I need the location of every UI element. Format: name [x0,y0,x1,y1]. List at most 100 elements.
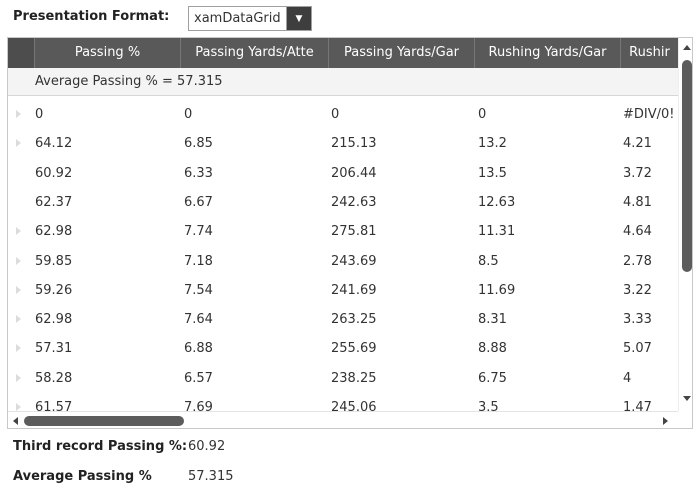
column-header-rushing[interactable]: Rushir [620,38,678,68]
arrow-up-icon[interactable] [683,45,691,50]
table-cell[interactable]: 61.57 [35,400,73,411]
data-grid: Passing % Passing Yards/Atte Passing Yar… [7,37,693,429]
table-cell[interactable]: 3.72 [623,165,652,181]
table-cell[interactable]: 3.33 [623,312,652,328]
table-cell[interactable]: 7.54 [184,282,213,298]
table-row[interactable]: 57.31 6.88 255.69 8.88 5.07 [8,335,678,364]
table-row[interactable]: 64.12 6.85 215.13 13.2 4.21 [8,130,678,159]
row-indicator-icon [16,227,21,236]
toolbar: Presentation Format: xamDataGrid ▼ [0,0,700,38]
table-cell[interactable]: 6.67 [184,194,213,210]
column-header-row: Passing % Passing Yards/Atte Passing Yar… [8,38,692,68]
arrow-left-icon[interactable] [13,417,18,425]
table-cell[interactable]: 5.07 [623,341,652,357]
table-cell[interactable]: 243.69 [331,253,377,269]
vertical-scrollbar[interactable] [678,38,692,411]
average-passing-label: Average Passing % [13,469,152,484]
table-cell[interactable]: 242.63 [331,194,377,210]
horizontal-scrollbar[interactable] [8,411,678,428]
table-cell[interactable]: 64.12 [35,136,73,152]
table-cell[interactable]: 241.69 [331,282,377,298]
table-cell[interactable]: 2.78 [623,253,652,269]
table-cell[interactable]: 6.85 [184,136,213,152]
column-header-rushing-yards-game[interactable]: Rushing Yards/Gar [474,38,620,68]
table-row[interactable]: 59.85 7.18 243.69 8.5 2.78 [8,248,678,277]
scrollbar-corner [678,411,692,428]
row-indicator-icon [16,315,21,324]
column-header-passing-pct[interactable]: Passing % [34,38,180,68]
presentation-format-label: Presentation Format: [13,9,170,24]
table-cell[interactable]: 238.25 [331,370,377,386]
presentation-format-value: xamDataGrid [194,11,281,26]
table-cell[interactable]: 7.69 [184,400,213,411]
table-cell[interactable]: 0 [184,107,193,122]
table-cell[interactable]: 11.31 [478,224,516,240]
row-selector-header [8,38,34,68]
table-cell[interactable]: 59.26 [35,282,73,298]
table-cell[interactable]: 11.69 [478,282,516,298]
table-cell[interactable]: 8.31 [478,312,507,328]
row-indicator-icon [16,110,21,118]
table-row[interactable]: 59.26 7.54 241.69 11.69 3.22 [8,277,678,306]
table-cell[interactable]: 4 [623,370,632,386]
table-cell[interactable]: 245.06 [331,400,377,411]
table-cell[interactable]: 58.28 [35,370,73,386]
table-row[interactable]: 0 0 0 0 #DIV/0! [8,101,678,130]
row-indicator-icon [16,285,21,294]
table-cell[interactable]: 0 [478,107,487,122]
table-cell[interactable]: 62.37 [35,194,73,210]
table-cell[interactable]: 13.2 [478,136,507,152]
table-cell[interactable]: 215.13 [331,136,377,152]
table-cell[interactable]: 7.64 [184,312,213,328]
table-row[interactable]: 60.92 6.33 206.44 13.5 3.72 [8,160,678,189]
table-cell[interactable]: 62.98 [35,312,73,328]
row-indicator-icon [16,344,21,353]
table-cell[interactable]: 275.81 [331,224,377,240]
average-passing-value: 57.315 [188,469,234,484]
table-cell[interactable]: 7.18 [184,253,213,269]
third-record-value: 60.92 [188,439,226,454]
table-cell[interactable]: 4.81 [623,194,652,210]
table-cell[interactable]: 0 [331,107,340,122]
table-cell[interactable]: 12.63 [478,194,516,210]
table-cell[interactable]: 7.74 [184,224,213,240]
table-cell[interactable]: 6.88 [184,341,213,357]
table-cell[interactable]: 6.33 [184,165,213,181]
table-cell[interactable]: 4.21 [623,136,652,152]
table-cell[interactable]: 60.92 [35,165,73,181]
row-indicator-icon [16,403,21,411]
table-cell[interactable]: 4.64 [623,224,652,240]
chevron-down-icon[interactable]: ▼ [286,7,311,30]
arrow-right-icon[interactable] [663,417,668,425]
row-indicator-icon [16,256,21,265]
table-cell[interactable]: 255.69 [331,341,377,357]
table-cell[interactable]: #DIV/0! [623,107,675,122]
column-header-passing-yards-game[interactable]: Passing Yards/Gar [328,38,474,68]
table-cell[interactable]: 6.75 [478,370,507,386]
table-cell[interactable]: 3.5 [478,400,499,411]
vertical-scroll-thumb[interactable] [682,60,692,272]
table-cell[interactable]: 62.98 [35,224,73,240]
table-row[interactable]: 62.98 7.74 275.81 11.31 4.64 [8,218,678,247]
table-cell[interactable]: 13.5 [478,165,507,181]
third-record-label: Third record Passing %: [13,439,188,454]
table-cell[interactable]: 0 [35,107,44,122]
table-cell[interactable]: 263.25 [331,312,377,328]
table-row[interactable]: 58.28 6.57 238.25 6.75 4 [8,365,678,394]
table-cell[interactable]: 8.5 [478,253,499,269]
column-header-passing-yards-att[interactable]: Passing Yards/Atte [180,38,328,68]
table-row[interactable]: 62.98 7.64 263.25 8.31 3.33 [8,306,678,335]
table-cell[interactable]: 1.47 [623,400,652,411]
table-cell[interactable]: 57.31 [35,341,73,357]
table-cell[interactable]: 8.88 [478,341,507,357]
row-indicator-icon [16,139,21,148]
horizontal-scroll-thumb[interactable] [24,416,184,426]
table-cell[interactable]: 6.57 [184,370,213,386]
presentation-format-select[interactable]: xamDataGrid ▼ [188,6,312,31]
table-row[interactable]: 61.57 7.69 245.06 3.5 1.47 [8,394,678,411]
table-row[interactable]: 62.37 6.67 242.63 12.63 4.81 [8,189,678,218]
arrow-down-icon[interactable] [683,396,691,401]
table-cell[interactable]: 3.22 [623,282,652,298]
table-cell[interactable]: 59.85 [35,253,73,269]
table-cell[interactable]: 206.44 [331,165,377,181]
